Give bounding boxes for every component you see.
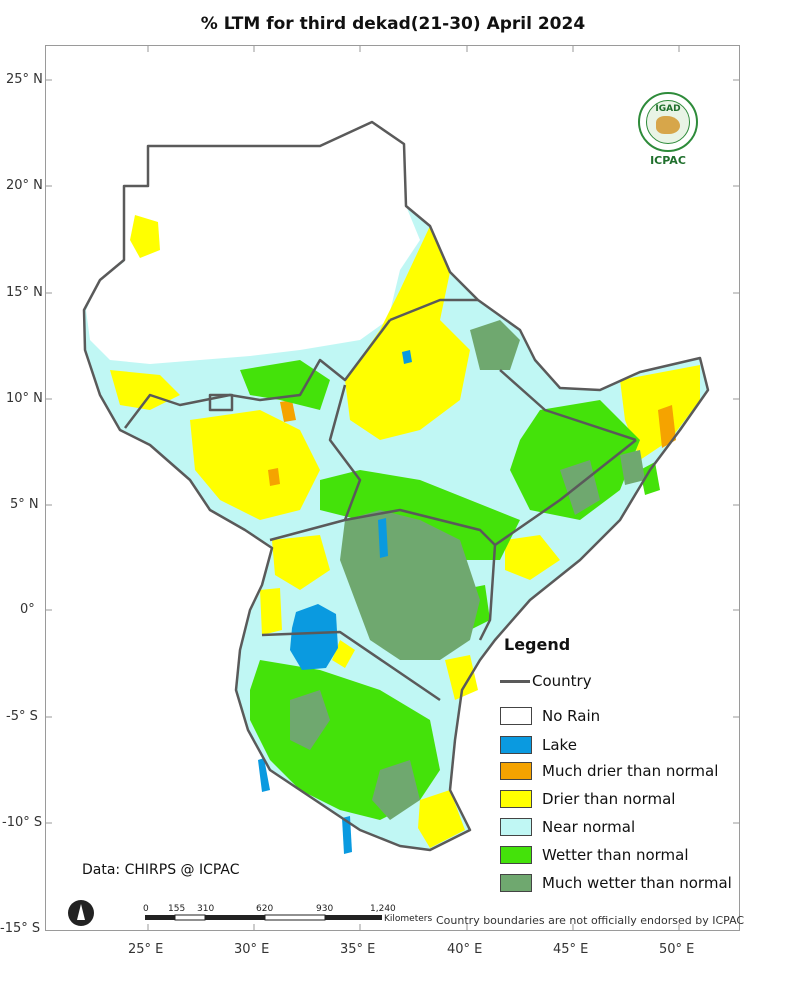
legend-label: Lake: [542, 736, 577, 754]
logo-bottom-text: ICPAC: [650, 154, 686, 167]
lon-tick-label: 25° E: [128, 942, 164, 957]
map-title: % LTM for third dekad(21-30) April 2024: [200, 14, 586, 34]
region-much-drier: [268, 400, 676, 486]
legend-label: Wetter than normal: [542, 846, 689, 864]
legend-label: No Rain: [542, 707, 601, 725]
lat-tick-label: -15° S: [0, 921, 41, 936]
scale-label: 0: [143, 904, 149, 914]
map-frame: [45, 45, 740, 931]
scale-label: 1,240: [370, 904, 396, 914]
legend-item: Drier than normal: [500, 788, 675, 810]
legend-swatch: [500, 762, 532, 780]
legend-title: Legend: [504, 635, 571, 654]
scale-label: 620: [256, 904, 274, 914]
legend-item-country: Country: [500, 670, 592, 692]
legend-swatch: [500, 790, 532, 808]
country-line-icon: [500, 679, 530, 683]
legend-label: Country: [532, 672, 592, 690]
data-credit: Data: CHIRPS @ ICPAC: [82, 862, 240, 878]
legend-label: Drier than normal: [542, 790, 676, 808]
legend-item: Lake: [500, 734, 577, 756]
region-drier: [110, 215, 700, 848]
lat-tick-label: 5° N: [10, 497, 39, 512]
legend-swatch: [500, 818, 532, 836]
region-lakes: [258, 350, 412, 854]
graticule-ticks: [45, 45, 740, 931]
lat-tick-label: 10° N: [6, 391, 43, 406]
lat-tick-label: 15° N: [6, 285, 43, 300]
legend-label: Much drier than normal: [542, 762, 719, 780]
legend-item: Much drier than normal: [500, 760, 718, 782]
legend-item: Near normal: [500, 816, 635, 838]
lon-tick-label: 40° E: [447, 942, 483, 957]
lon-tick-label: 35° E: [340, 942, 376, 957]
logo-ring-icon: [638, 92, 698, 152]
legend-item: Much wetter than normal: [500, 872, 732, 894]
legend-swatch: [500, 736, 532, 754]
scale-label: 155: [168, 904, 186, 914]
legend-label: Near normal: [542, 818, 636, 836]
north-arrow-icon: [68, 900, 94, 926]
lon-tick-label: 30° E: [234, 942, 270, 957]
legend-swatch: [500, 707, 532, 725]
lat-tick-label: 0°: [20, 602, 35, 617]
legend-item: No Rain: [500, 705, 600, 727]
icpac-logo: IGAD ICPAC: [632, 92, 704, 172]
scale-label: 310: [197, 904, 215, 914]
legend-swatch: [500, 846, 532, 864]
lat-tick-label: -5° S: [6, 709, 38, 724]
lat-tick-label: 20° N: [6, 178, 43, 193]
scale-label: 930: [316, 904, 334, 914]
lon-tick-label: 50° E: [659, 942, 695, 957]
region-no-rain: [86, 122, 420, 364]
lon-tick-label: 45° E: [553, 942, 589, 957]
logo-top-text: IGAD: [655, 104, 681, 114]
region-much-wetter: [290, 320, 645, 820]
legend-label: Much wetter than normal: [542, 874, 732, 892]
country-borders: [82, 120, 710, 852]
scale-bar: [145, 914, 382, 921]
lat-tick-label: 25° N: [6, 72, 43, 87]
logo-map-icon: [656, 116, 680, 134]
disclaimer-text: Country boundaries are not officially en…: [436, 914, 745, 927]
legend-swatch: [500, 874, 532, 892]
legend-item: Wetter than normal: [500, 844, 689, 866]
scale-unit: Kilometers: [384, 914, 433, 924]
lat-tick-label: -10° S: [2, 815, 43, 830]
